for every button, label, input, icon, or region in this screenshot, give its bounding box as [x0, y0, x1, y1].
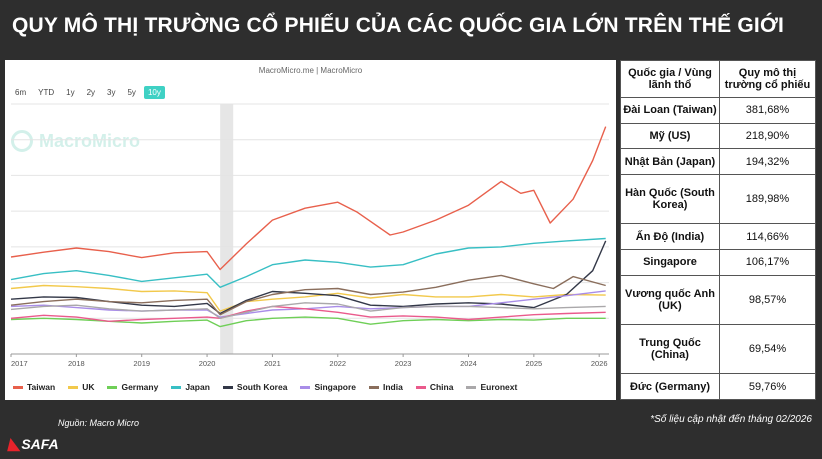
market-size-cell: 98,57%: [719, 274, 816, 325]
series-line-india: [10, 274, 606, 316]
range-button-10y[interactable]: 10y: [143, 86, 165, 99]
x-tick-label: 2021: [264, 359, 281, 368]
country-cell: Vương quốc Anh (UK): [620, 274, 720, 325]
update-note: *Số liệu cập nhật đến tháng 02/2026: [650, 414, 812, 425]
legend-label: China: [429, 382, 454, 392]
page-title: QUY MÔ THỊ TRƯỜNG CỔ PHIẾU CỦA CÁC QUỐC …: [12, 14, 785, 37]
legend-item[interactable]: Taiwan: [13, 382, 55, 392]
market-size-cell: 381,68%: [719, 97, 816, 124]
range-button-3y[interactable]: 3y: [107, 88, 116, 97]
legend-label: Taiwan: [27, 382, 56, 392]
x-tick-label: 2020: [199, 359, 216, 368]
legend-swatch: [13, 385, 23, 389]
legend-swatch: [68, 385, 79, 389]
table-row: Mỹ (US) 218,90%: [620, 122, 816, 150]
x-tick-label: 2025: [525, 359, 542, 368]
country-cell: Nhật Bản (Japan): [620, 148, 720, 175]
watermark: MacroMicro: [11, 130, 140, 152]
source-note: Nguồn: Macro Micro: [58, 418, 140, 428]
x-tick-label: 2024: [460, 359, 477, 368]
macromicro-logo-icon: [11, 130, 33, 152]
table-row: Nhật Bản (Japan) 194,32%: [620, 148, 816, 175]
legend-label: UK: [82, 382, 95, 392]
x-tick-label: 2017: [11, 359, 28, 368]
legend-swatch: [415, 385, 426, 389]
legend-swatch: [222, 385, 233, 389]
legend-item[interactable]: Euronext: [466, 382, 517, 392]
legend-item[interactable]: China: [415, 382, 454, 392]
legend-item[interactable]: South Korea: [222, 382, 288, 392]
country-cell: Mỹ (US): [620, 122, 720, 150]
x-tick-label: 2022: [329, 359, 346, 368]
market-size-cell: 69,54%: [719, 323, 816, 375]
x-tick-label: 2019: [133, 359, 150, 368]
table-row: Trung Quốc (China) 69,54%: [620, 323, 816, 375]
legend-item[interactable]: Germany: [107, 382, 158, 392]
series-line-euronext: [10, 302, 606, 319]
legend-label: Singapore: [314, 382, 356, 392]
covid-shaded-period: [220, 104, 234, 354]
series-line-south-korea: [10, 240, 607, 315]
legend-swatch: [369, 385, 379, 389]
brand-name: SAFA: [21, 436, 59, 452]
legend-label: South Korea: [236, 382, 288, 392]
legend-swatch: [107, 385, 118, 389]
watermark-text: MacroMicro: [39, 130, 141, 151]
legend-swatch: [466, 385, 477, 389]
x-tick-label: 2018: [68, 359, 85, 368]
range-button-1y[interactable]: 1y: [66, 88, 75, 97]
legend-item[interactable]: India: [369, 382, 403, 392]
country-cell: Trung Quốc (China): [620, 323, 720, 375]
range-button-5y[interactable]: 5y: [127, 88, 136, 97]
market-size-cell: 114,66%: [719, 223, 816, 250]
legend-label: Japan: [185, 382, 210, 392]
line-chart: 2017 2018 2019 2020 2021 2022 2023 2024 2025 2026: [10, 103, 609, 368]
series-line-japan: [10, 237, 606, 288]
legend-item[interactable]: Singapore: [300, 382, 356, 392]
legend-label: Germany: [121, 382, 159, 392]
legend-item[interactable]: Japan: [171, 382, 210, 392]
series-line-taiwan: [10, 126, 607, 271]
brand-logo: ◣ SAFA: [8, 434, 59, 454]
table-row: Hàn Quốc (South Korea) 189,98%: [620, 173, 816, 225]
legend-swatch: [171, 385, 182, 389]
series-line-singapore: [10, 290, 606, 318]
country-cell: Ấn Độ (India): [620, 223, 720, 250]
series-line-uk: [10, 284, 606, 312]
market-size-cell: 106,17%: [719, 248, 816, 276]
table-row: Đức (Germany) 59,76%: [620, 373, 816, 400]
brand-mark-icon: ◣: [8, 436, 21, 453]
chart-panel: MacroMicro.me | MacroMicro 6m YTD 1y 2y …: [5, 60, 616, 400]
chart-legend: Taiwan UK Germany Japan South Korea Singapore…: [13, 382, 517, 392]
table-row: Vương quốc Anh (UK) 98,57%: [620, 274, 816, 325]
market-size-cell: 194,32%: [719, 148, 816, 175]
range-button-2y[interactable]: 2y: [86, 88, 96, 97]
legend-swatch: [300, 385, 311, 389]
table-header-row: Quốc gia / Vùng lãnh thổ Quy mô thị trườ…: [620, 60, 816, 98]
market-size-cell: 218,90%: [719, 122, 816, 150]
legend-label: India: [383, 382, 403, 392]
market-size-table-panel: Quốc gia / Vùng lãnh thổ Quy mô thị trườ…: [620, 60, 816, 400]
chart-source: MacroMicro.me | MacroMicro: [258, 66, 363, 75]
country-cell: Hàn Quốc (South Korea): [620, 173, 720, 225]
country-cell: Singapore: [620, 248, 720, 276]
range-selector: 6m YTD 1y 2y 3y 5y 10y: [11, 86, 165, 99]
legend-label: Euronext: [480, 382, 518, 392]
table-row: Singapore 106,17%: [620, 248, 816, 276]
table-row: Đài Loan (Taiwan) 381,68%: [620, 97, 816, 124]
series-line-china: [10, 305, 606, 322]
range-button-6m[interactable]: 6m: [15, 88, 27, 97]
market-size-table: Quốc gia / Vùng lãnh thổ Quy mô thị trườ…: [620, 60, 816, 400]
table-row: Ấn Độ (India) 114,66%: [620, 223, 816, 250]
legend-item[interactable]: UK: [68, 382, 94, 392]
market-size-cell: 189,98%: [719, 173, 816, 225]
range-button-ytd[interactable]: YTD: [38, 88, 55, 97]
country-cell: Đức (Germany): [620, 373, 720, 400]
header-market-size: Quy mô thị trường cổ phiếu: [719, 60, 816, 98]
x-tick-label: 2026: [591, 359, 608, 368]
market-size-cell: 59,76%: [719, 373, 816, 400]
x-tick-label: 2023: [395, 359, 412, 368]
country-cell: Đài Loan (Taiwan): [620, 97, 720, 124]
header-country: Quốc gia / Vùng lãnh thổ: [620, 60, 720, 98]
